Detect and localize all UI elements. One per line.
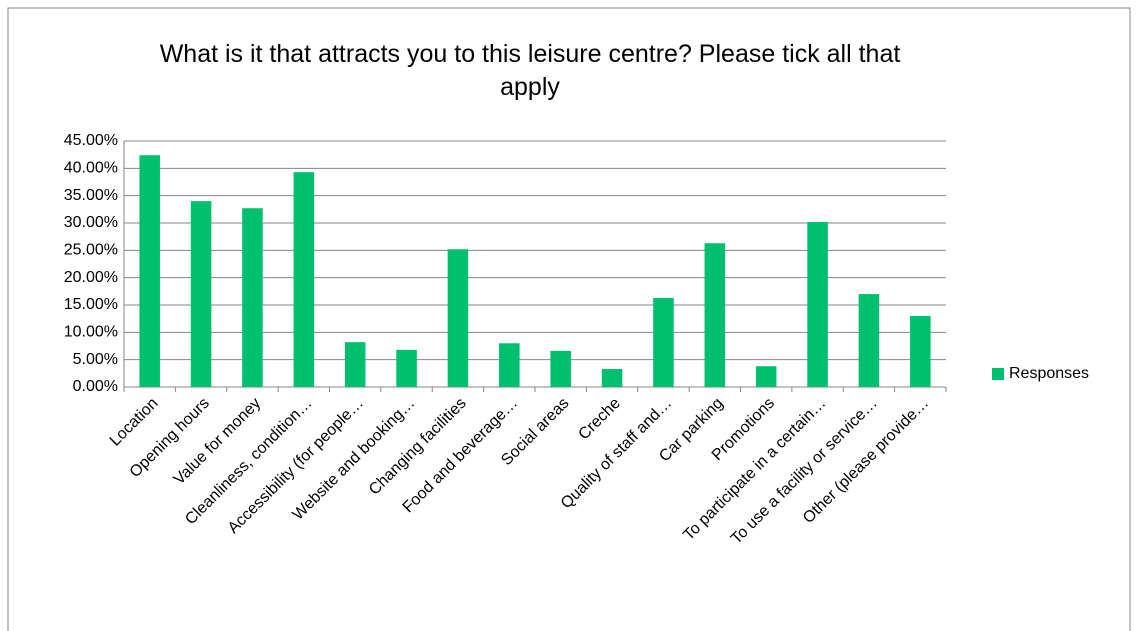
y-tick-label: 30.00% <box>64 214 118 231</box>
bar <box>755 366 777 387</box>
bar <box>910 315 931 387</box>
y-tick-label: 45.00% <box>64 132 118 149</box>
bar <box>807 221 828 387</box>
y-tick-label: 20.00% <box>64 269 118 286</box>
bar <box>550 350 571 387</box>
bar <box>396 349 417 387</box>
bar <box>447 249 469 387</box>
y-tick-label: 0.00% <box>73 378 118 395</box>
bar <box>858 294 880 387</box>
y-tick-label: 35.00% <box>64 187 118 204</box>
bar <box>242 208 263 387</box>
legend-swatch <box>992 368 1004 380</box>
y-tick-label: 15.00% <box>64 296 118 313</box>
bar <box>601 368 623 387</box>
bar <box>190 201 212 387</box>
x-tick-label: Creche <box>575 395 624 444</box>
bar <box>293 172 315 387</box>
y-tick-label: 5.00% <box>73 351 118 368</box>
x-tick-label: Value for money <box>171 395 265 489</box>
chart-title: What is it that attracts you to this lei… <box>159 40 901 101</box>
legend-label: Responses <box>1009 365 1089 382</box>
x-tick-label: Changing facilities <box>366 395 470 499</box>
bar <box>704 243 726 387</box>
bar <box>499 343 520 387</box>
bar <box>344 342 366 387</box>
chart-frame <box>7 7 1131 631</box>
y-tick-label: 10.00% <box>64 324 118 341</box>
y-tick-label: 40.00% <box>64 160 118 177</box>
y-tick-label: 25.00% <box>64 242 118 259</box>
bar <box>139 155 160 387</box>
bar <box>653 297 674 387</box>
